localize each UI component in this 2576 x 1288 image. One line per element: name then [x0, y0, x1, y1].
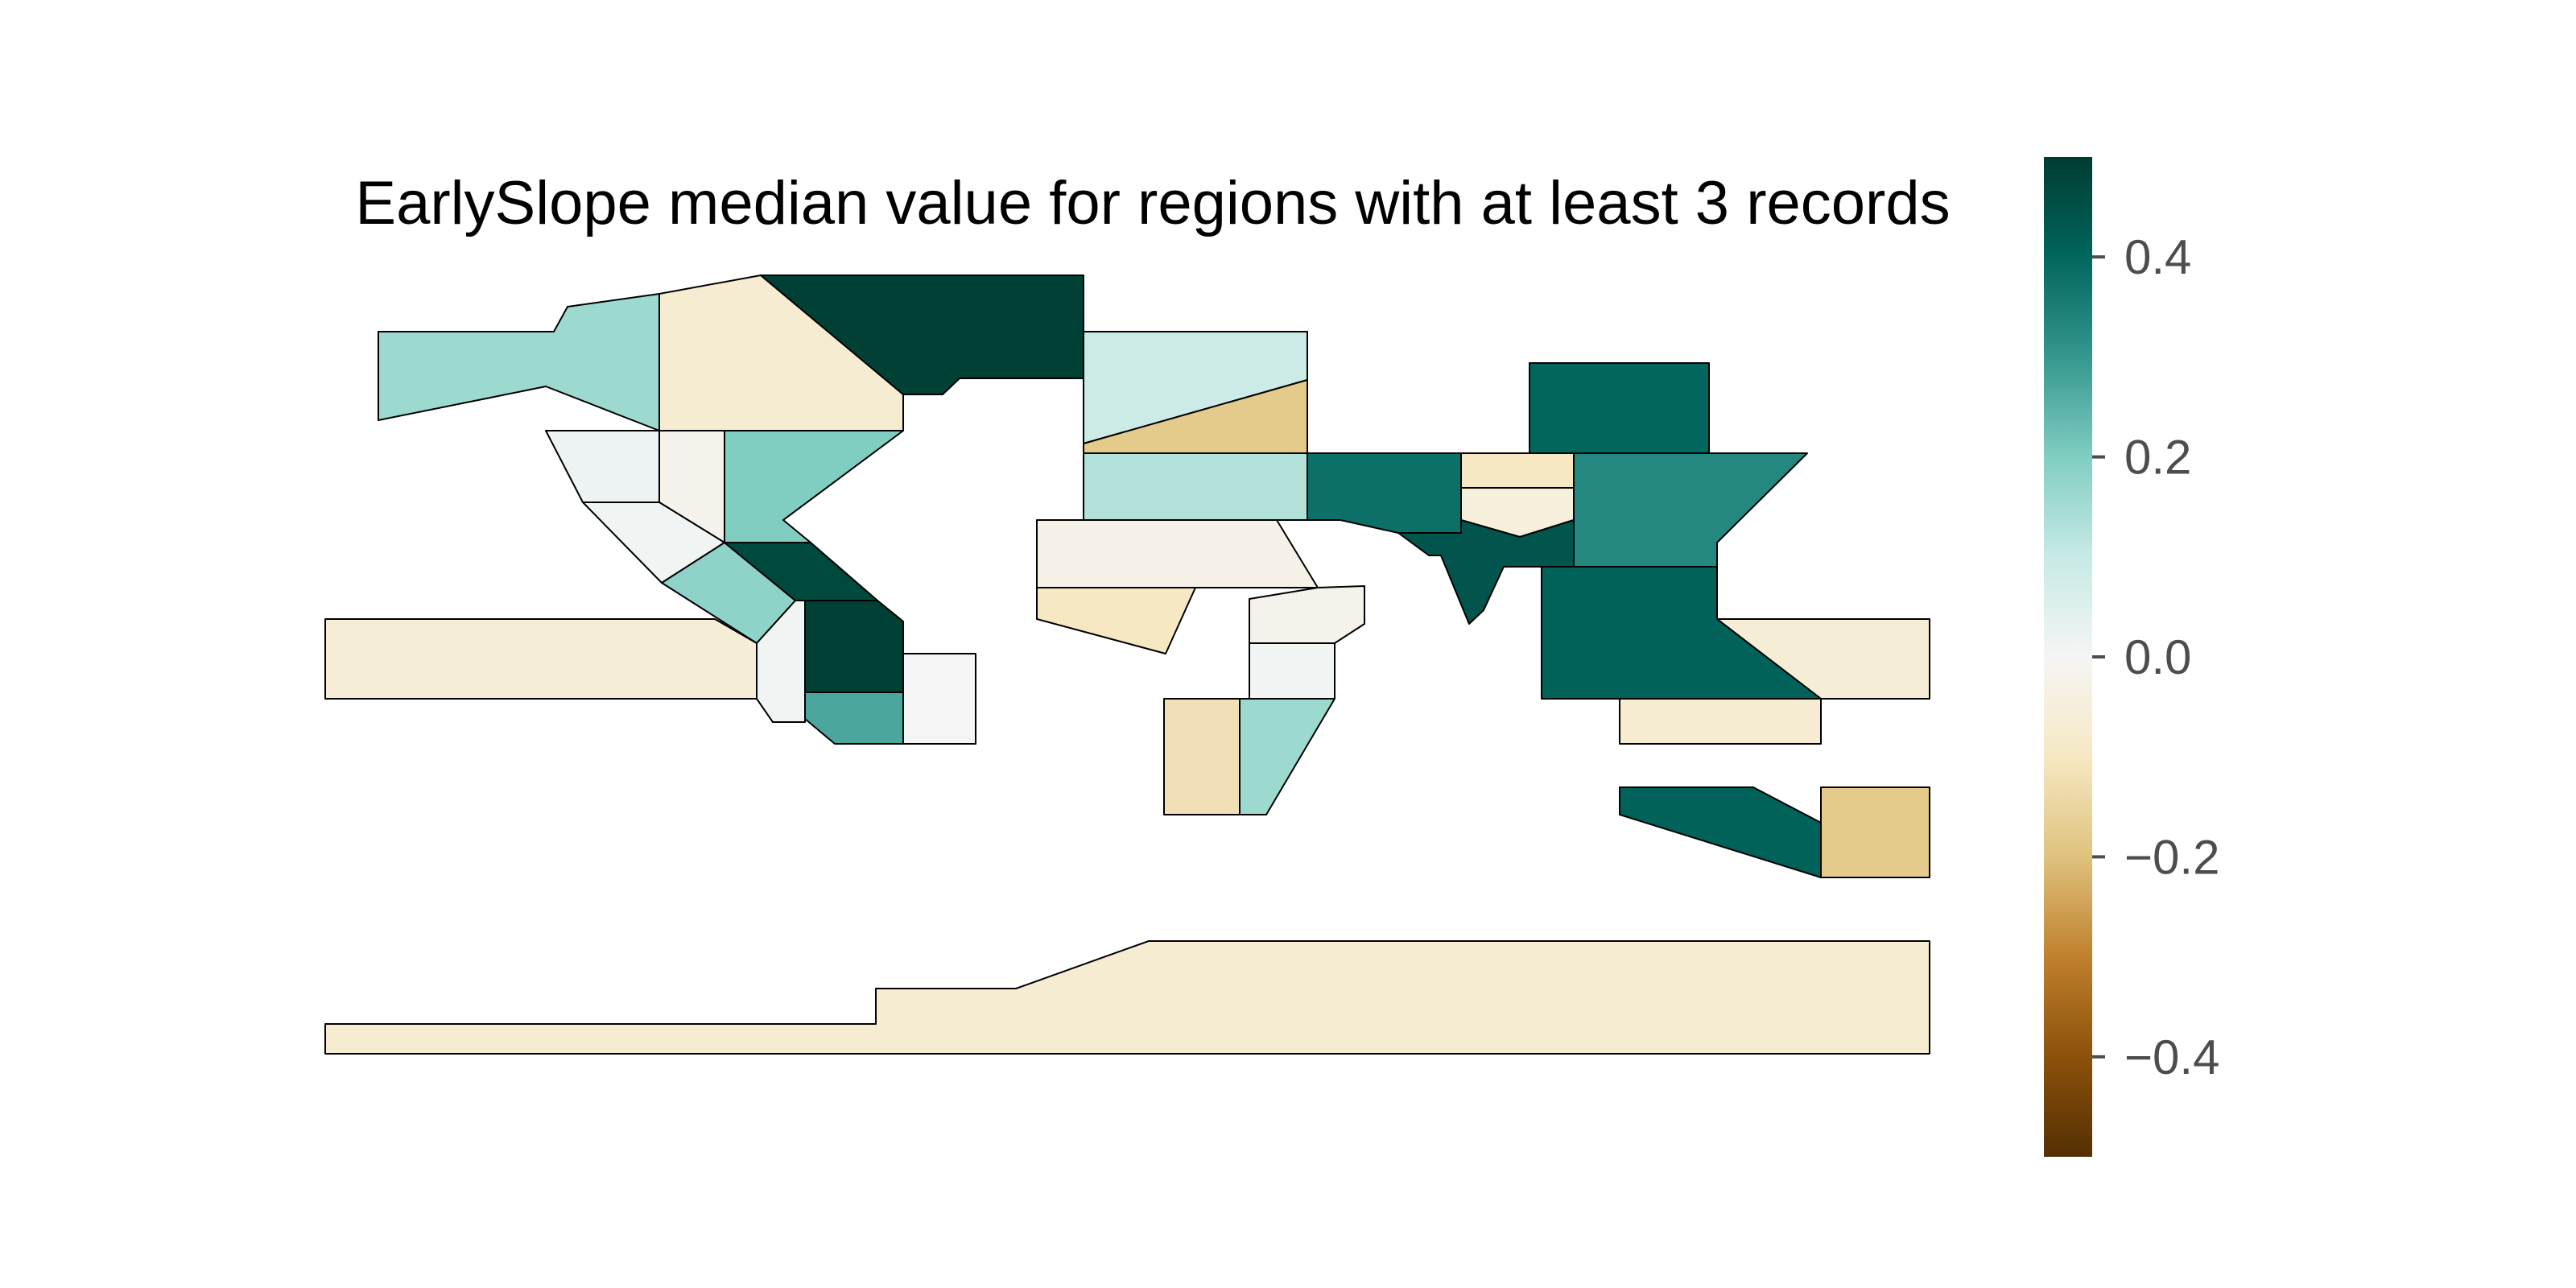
region-r35	[1820, 786, 1930, 878]
region-r01	[378, 293, 660, 431]
region-r32	[1619, 786, 1822, 878]
region-r26	[1249, 642, 1335, 700]
colorbar-ticks: 0.4 0.2 0.0 −0.2 −0.4	[2092, 230, 2219, 1084]
region-r15	[804, 691, 904, 745]
map-title: EarlySlope median value for regions with…	[355, 169, 1950, 237]
region-r06	[545, 430, 660, 503]
region-r16	[902, 653, 976, 745]
regions-layer	[324, 275, 1930, 1055]
colorbar-tick-label: −0.4	[2124, 1030, 2219, 1084]
colorbar: 0.4 0.2 0.0 −0.2 −0.4	[2044, 157, 2219, 1157]
region-r12	[324, 618, 758, 700]
colorbar-tick-label: −0.2	[2124, 830, 2219, 884]
region-r13	[756, 600, 806, 723]
colorbar-gradient	[2044, 157, 2092, 1157]
colorbar-tick-label: 0.4	[2124, 230, 2191, 284]
region-r19	[1036, 587, 1196, 654]
region-r03	[760, 275, 1084, 395]
region-r08	[724, 430, 904, 543]
region-r18	[1036, 519, 1319, 588]
region-r14	[804, 600, 904, 693]
region-r20	[1307, 452, 1462, 534]
region-r27	[1163, 698, 1241, 815]
region-r31	[1541, 566, 1822, 700]
region-r23	[1529, 362, 1710, 454]
colorbar-tick-label: 0.2	[2124, 431, 2191, 485]
region-r33	[1619, 698, 1822, 745]
region-r25	[1249, 585, 1365, 644]
colorbar-tick-label: 0.0	[2124, 630, 2191, 684]
region-r24	[1573, 452, 1808, 568]
region-r17	[1083, 452, 1308, 521]
region-r02	[658, 275, 904, 431]
region-r34	[324, 940, 1930, 1055]
region-r28	[1239, 698, 1335, 815]
